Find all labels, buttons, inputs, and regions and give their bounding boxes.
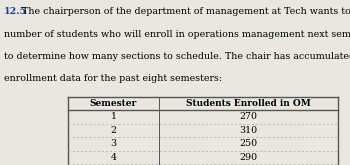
Text: number of students who will enroll in operations management next semester in ord: number of students who will enroll in op…: [4, 30, 350, 39]
Text: to determine how many sections to schedule. The chair has accumulated the follow: to determine how many sections to schedu…: [4, 52, 350, 61]
Text: 290: 290: [239, 153, 257, 162]
Text: 2: 2: [110, 126, 117, 135]
Text: Students Enrolled in OM: Students Enrolled in OM: [186, 99, 310, 108]
Text: 270: 270: [239, 112, 257, 121]
Text: 250: 250: [239, 139, 257, 148]
Text: enrollment data for the past eight semesters:: enrollment data for the past eight semes…: [4, 74, 222, 83]
Text: 12.5: 12.5: [4, 7, 27, 16]
Text: Semester: Semester: [90, 99, 137, 108]
Text: 1: 1: [110, 112, 117, 121]
Text: 4: 4: [110, 153, 117, 162]
Text: 310: 310: [239, 126, 257, 135]
Text: The chairperson of the department of management at Tech wants to forecast the: The chairperson of the department of man…: [22, 7, 350, 16]
Text: 3: 3: [110, 139, 117, 148]
